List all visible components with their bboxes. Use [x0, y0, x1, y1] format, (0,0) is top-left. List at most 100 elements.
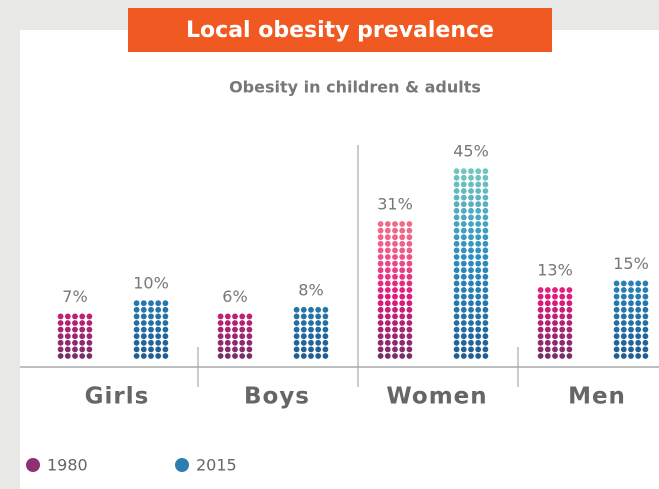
dot — [86, 353, 93, 359]
dot-column — [57, 313, 93, 359]
dot — [392, 306, 398, 313]
dot — [635, 287, 642, 293]
dot — [293, 353, 300, 359]
dot — [162, 320, 169, 326]
dot — [468, 333, 474, 340]
dot — [79, 339, 86, 346]
dot — [293, 320, 300, 326]
dot — [475, 287, 482, 293]
dot — [377, 333, 384, 340]
dot — [482, 353, 489, 359]
dot — [406, 254, 413, 260]
dot-column — [613, 280, 649, 359]
dot — [566, 333, 573, 340]
dot — [613, 333, 620, 340]
dot — [293, 333, 300, 340]
dot — [72, 326, 78, 333]
dot — [399, 320, 406, 326]
dot — [482, 313, 489, 320]
dot — [399, 333, 406, 340]
dot — [377, 306, 384, 313]
dot-column — [133, 300, 169, 359]
dot — [468, 181, 474, 188]
dot — [300, 353, 307, 359]
dot — [475, 300, 482, 307]
dot — [642, 326, 649, 333]
dot — [559, 313, 566, 320]
dot — [224, 320, 231, 326]
dot — [482, 174, 489, 181]
dot — [475, 353, 482, 359]
dot — [133, 300, 140, 307]
dot — [475, 221, 482, 227]
dot — [537, 306, 544, 313]
dot — [64, 320, 71, 326]
dot — [475, 168, 482, 175]
dot — [468, 326, 474, 333]
dot — [315, 339, 322, 346]
dot — [453, 280, 460, 287]
dot — [155, 300, 162, 307]
dot — [399, 339, 406, 346]
dot — [377, 221, 384, 227]
dot — [384, 333, 391, 340]
dot — [399, 254, 406, 260]
dot — [377, 339, 384, 346]
dot — [460, 247, 467, 254]
dot — [628, 339, 634, 346]
dot — [79, 346, 86, 353]
dot — [377, 353, 384, 359]
dot — [406, 339, 413, 346]
dot — [315, 346, 322, 353]
dot — [544, 287, 551, 293]
dot — [392, 221, 398, 227]
dot — [300, 333, 307, 340]
dot — [620, 300, 627, 307]
dot — [566, 326, 573, 333]
dot — [628, 300, 634, 307]
dot — [544, 346, 551, 353]
dot — [392, 287, 398, 293]
dot — [552, 313, 558, 320]
dot — [384, 234, 391, 241]
dot — [460, 188, 467, 194]
dot — [232, 326, 238, 333]
dot — [475, 320, 482, 326]
dot — [384, 267, 391, 274]
dot — [613, 353, 620, 359]
dot — [246, 339, 253, 346]
dot — [217, 313, 224, 320]
dot — [140, 353, 147, 359]
dot — [162, 333, 169, 340]
dot — [224, 353, 231, 359]
dot — [315, 353, 322, 359]
dot — [468, 247, 474, 254]
dot — [162, 313, 169, 320]
dot — [460, 280, 467, 287]
dot — [453, 333, 460, 340]
dot — [468, 293, 474, 300]
dot — [537, 339, 544, 346]
dot — [468, 240, 474, 247]
dot — [399, 287, 406, 293]
dot — [232, 333, 238, 340]
dot — [544, 326, 551, 333]
dot — [613, 280, 620, 287]
dot — [559, 287, 566, 293]
dot — [475, 260, 482, 267]
dot — [482, 339, 489, 346]
dot — [552, 287, 558, 293]
dot-column — [217, 313, 253, 359]
dot — [392, 227, 398, 234]
dot — [537, 320, 544, 326]
legend-label: 2015 — [196, 456, 237, 475]
dot — [453, 306, 460, 313]
dot — [155, 339, 162, 346]
dot — [475, 234, 482, 241]
dot — [384, 247, 391, 254]
dot — [475, 174, 482, 181]
dot — [635, 300, 642, 307]
dot — [468, 300, 474, 307]
